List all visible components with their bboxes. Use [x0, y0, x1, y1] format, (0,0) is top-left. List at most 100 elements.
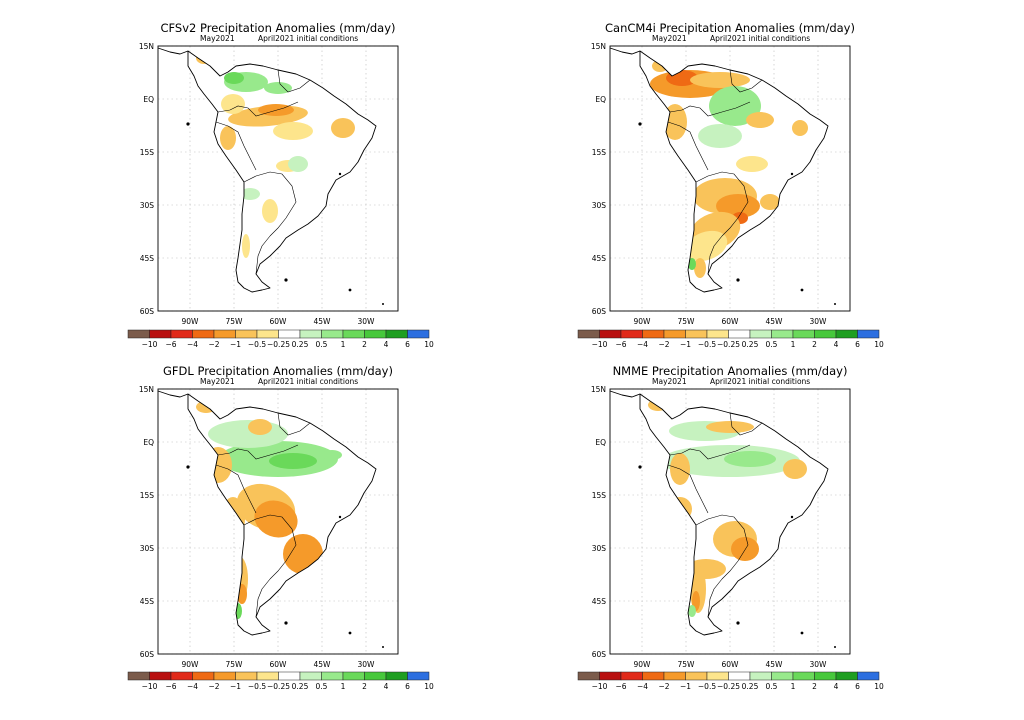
lon-tick-label: 60W [270, 660, 288, 669]
colorbar-label: −10 [592, 340, 608, 349]
lat-tick-label: 45S [592, 597, 607, 606]
lat-tick-label: 30S [592, 201, 607, 210]
panel-init-conditions: April2021 initial conditions [258, 377, 358, 386]
lon-tick-label: 90W [634, 660, 652, 669]
lat-tick-label: 60S [592, 650, 607, 659]
colorbar-swatch [256, 671, 279, 681]
lon-tick-label: 30W [810, 660, 828, 669]
panel-init-conditions: April2021 initial conditions [258, 34, 358, 43]
colorbar-swatch [149, 329, 172, 339]
panel-title: CFSv2 Precipitation Anomalies (mm/day) [160, 21, 395, 35]
colorbar-label: −0.5 [698, 340, 716, 349]
lon-tick-label: 75W [226, 660, 244, 669]
colorbar-swatch [599, 671, 622, 681]
anomaly-region [288, 156, 308, 172]
country-border [243, 171, 297, 237]
colorbar-swatch [235, 671, 258, 681]
colorbar-swatch [706, 671, 729, 681]
anomaly-region [783, 459, 807, 479]
island [338, 172, 342, 176]
country-border [217, 444, 299, 460]
colorbar-label: −10 [592, 682, 608, 691]
anomaly-region [220, 126, 236, 150]
colorbar-label: 0.5 [316, 340, 328, 349]
anomaly-region [234, 603, 242, 619]
colorbar-swatch [857, 671, 880, 681]
colorbar-label: −0.25 [267, 340, 290, 349]
map-panel-cfsv2: CFSv2 Precipitation Anomalies (mm/day)Ma… [139, 21, 399, 326]
colorbar-label: 0.5 [766, 682, 778, 691]
anomaly-region [264, 82, 292, 94]
lat-tick-label: 15N [591, 385, 606, 394]
colorbar-label: 0.25 [742, 340, 759, 349]
anomaly-region [204, 447, 232, 483]
colorbar-swatch [792, 329, 815, 339]
colorbar-label: 0.25 [292, 340, 309, 349]
colorbar-swatch [663, 329, 686, 339]
colorbar-swatch [170, 329, 193, 339]
anomaly-region [273, 122, 313, 140]
colorbar-label: −2 [208, 340, 219, 349]
lat-tick-label: 60S [592, 307, 607, 316]
anomaly-region [688, 605, 696, 617]
colorbar-swatch [192, 329, 215, 339]
colorbar-label: −10 [142, 340, 158, 349]
map-area [157, 388, 399, 655]
map-panel-cancm4i: CanCM4i Precipitation Anomalies (mm/day)… [591, 21, 855, 326]
country-border [729, 412, 763, 436]
country-border [707, 235, 723, 275]
colorbar-label: 6 [405, 682, 410, 691]
map-area [157, 45, 399, 312]
lat-tick-label: 15N [591, 42, 606, 51]
map-area [609, 388, 851, 655]
anomaly-region [731, 537, 759, 561]
island [834, 303, 836, 305]
lat-tick-label: 15S [592, 491, 607, 500]
island [338, 515, 342, 519]
colorbar-label: 4 [834, 340, 839, 349]
anomaly-region [254, 500, 298, 538]
map-frame [609, 388, 851, 655]
lat-tick-label: 15N [139, 385, 154, 394]
anomaly-region [240, 188, 260, 200]
island [284, 621, 288, 625]
map-frame [157, 388, 399, 655]
panel-title: NMME Precipitation Anomalies (mm/day) [613, 364, 848, 378]
colorbar-label: −1 [680, 682, 691, 691]
island [186, 122, 190, 126]
anomaly-field [188, 394, 376, 635]
map-panel-nmme: NMME Precipitation Anomalies (mm/day)May… [591, 364, 851, 669]
anomaly-region [698, 124, 742, 148]
anomaly-region [724, 451, 776, 467]
colorbar-swatch [814, 671, 837, 681]
colorbar-label: −2 [658, 340, 669, 349]
colorbar-label: 2 [362, 682, 367, 691]
colorbar-swatch [278, 329, 301, 339]
anomaly-region [716, 194, 760, 218]
anomaly-region [331, 118, 355, 138]
colorbar-label: −4 [187, 340, 198, 349]
colorbar-swatch [342, 329, 365, 339]
map-panel-gfdl: GFDL Precipitation Anomalies (mm/day)May… [139, 364, 399, 669]
colorbar-swatch [792, 671, 815, 681]
country-border [667, 464, 709, 514]
anomaly-region [224, 72, 244, 84]
colorbar-swatch [213, 671, 236, 681]
colorbar-swatch [835, 671, 858, 681]
map-area [609, 45, 851, 312]
panel-init-conditions: April2021 initial conditions [710, 377, 810, 386]
colorbar-swatch [170, 671, 193, 681]
colorbar-label: 10 [424, 340, 434, 349]
map-frame [609, 45, 851, 312]
lon-tick-label: 75W [226, 317, 244, 326]
colorbar-swatch [278, 671, 301, 681]
colorbar-swatch [663, 671, 686, 681]
lat-tick-label: 15S [140, 148, 155, 157]
colorbar-swatch [771, 329, 794, 339]
island [736, 621, 740, 625]
colorbar-label: 2 [812, 340, 817, 349]
colorbar-swatch [599, 329, 622, 339]
colorbar-swatch [364, 329, 387, 339]
colorbar-swatch [771, 671, 794, 681]
colorbar-label: 1 [791, 340, 796, 349]
